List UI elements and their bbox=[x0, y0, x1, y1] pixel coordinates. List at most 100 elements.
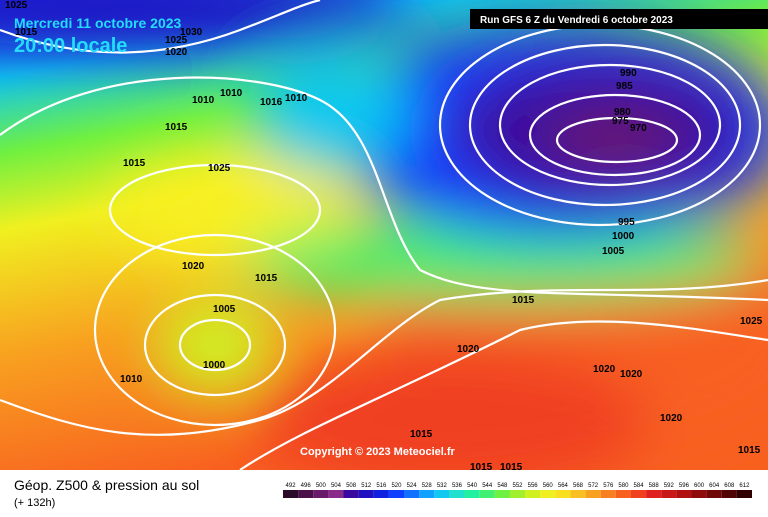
isobar-label: 1000 bbox=[612, 231, 635, 242]
scale-label: 548 bbox=[497, 483, 508, 489]
scale-swatch bbox=[615, 490, 631, 498]
isobar-label: 1010 bbox=[192, 95, 215, 106]
isobar-label: 1015 bbox=[123, 158, 146, 169]
scale-swatch bbox=[494, 490, 510, 498]
scale-swatch bbox=[404, 490, 420, 498]
isobar-label: 1000 bbox=[203, 360, 226, 371]
scale-swatch bbox=[721, 490, 737, 498]
isobar-label: 1010 bbox=[120, 374, 143, 385]
scale-swatch bbox=[661, 490, 677, 498]
isobar-label: 1025 bbox=[165, 35, 188, 46]
forecast-date: Mercredi 11 octobre 2023 bbox=[14, 15, 182, 31]
scale-label: 508 bbox=[346, 483, 357, 489]
scale-swatch bbox=[388, 490, 405, 498]
scale-label: 496 bbox=[301, 483, 312, 489]
forecast-time: 20:00 locale bbox=[14, 35, 127, 57]
scale-swatch bbox=[358, 490, 374, 498]
scale-swatch bbox=[646, 490, 662, 498]
isobar-label: 1020 bbox=[165, 47, 188, 58]
isobar-label: 1015 bbox=[15, 27, 38, 38]
map-field bbox=[0, 0, 768, 470]
scale-label: 612 bbox=[739, 483, 750, 489]
scale-swatch bbox=[449, 490, 465, 498]
isobar-label: 1020 bbox=[182, 261, 205, 272]
scale-label: 604 bbox=[709, 483, 720, 489]
isobar-label: 1020 bbox=[660, 413, 683, 424]
scale-label: 516 bbox=[376, 483, 387, 489]
copyright: Copyright © 2023 Meteociel.fr bbox=[300, 446, 456, 458]
scale-label: 592 bbox=[664, 483, 675, 489]
isobar-label: 1025 bbox=[740, 316, 763, 327]
isobar-label: 970 bbox=[630, 123, 647, 134]
isobar-label: 1020 bbox=[620, 369, 643, 380]
scale-label: 524 bbox=[407, 483, 418, 489]
scale-swatch bbox=[630, 490, 647, 498]
scale-label: 588 bbox=[649, 483, 660, 489]
scale-label: 492 bbox=[286, 483, 297, 489]
isobar-label: 1025 bbox=[5, 0, 28, 11]
isobar-label: 990 bbox=[620, 68, 637, 79]
isobar-label: 1025 bbox=[208, 163, 231, 174]
scale-swatch bbox=[570, 490, 586, 498]
isobar-label: 1015 bbox=[512, 295, 535, 306]
scale-label: 544 bbox=[482, 483, 493, 489]
scale-swatch bbox=[343, 490, 359, 498]
isobar-label: 1015 bbox=[738, 445, 761, 456]
scale-label: 568 bbox=[573, 483, 584, 489]
scale-swatch bbox=[509, 490, 526, 498]
scale-label: 584 bbox=[634, 483, 645, 489]
scale-swatch bbox=[525, 490, 541, 498]
scale-label: 540 bbox=[467, 483, 478, 489]
scale-label: 520 bbox=[391, 483, 402, 489]
isobar-label: 1005 bbox=[213, 304, 236, 315]
scale-swatch bbox=[283, 490, 299, 498]
scale-swatch bbox=[328, 490, 344, 498]
scale-label: 552 bbox=[512, 483, 523, 489]
scale-label: 608 bbox=[724, 483, 735, 489]
scale-label: 536 bbox=[452, 483, 463, 489]
scale-label: 580 bbox=[618, 483, 629, 489]
isobar-label: 1016 bbox=[260, 97, 283, 108]
scale-swatch bbox=[464, 490, 480, 498]
isobar-label: 995 bbox=[618, 217, 635, 228]
scale-label: 572 bbox=[588, 483, 599, 489]
isobar-label: 1015 bbox=[410, 429, 433, 440]
scale-swatch bbox=[540, 490, 556, 498]
scale-swatch bbox=[736, 490, 752, 498]
scale-label: 576 bbox=[603, 483, 614, 489]
isobar-label: 1015 bbox=[255, 273, 278, 284]
isobar-label: 1015 bbox=[470, 462, 493, 473]
scale-swatch bbox=[313, 490, 329, 498]
isobar-label: 985 bbox=[616, 81, 633, 92]
scale-label: 528 bbox=[422, 483, 433, 489]
scale-swatch bbox=[298, 490, 314, 498]
isobar-label: 1020 bbox=[457, 344, 480, 355]
scale-label: 556 bbox=[528, 483, 539, 489]
scale-label: 564 bbox=[558, 483, 569, 489]
scale-label: 504 bbox=[331, 483, 342, 489]
scale-label: 596 bbox=[679, 483, 690, 489]
scale-swatch bbox=[600, 490, 616, 498]
scale-label: 600 bbox=[694, 483, 705, 489]
scale-swatch bbox=[585, 490, 601, 498]
isobar-label: 975 bbox=[612, 116, 629, 127]
scale-swatch bbox=[373, 490, 389, 498]
isobar-label: 1030 bbox=[180, 27, 203, 38]
run-info: Run GFS 6 Z du Vendredi 6 octobre 2023 bbox=[480, 15, 673, 26]
scale-swatch bbox=[555, 490, 571, 498]
scale-swatch bbox=[479, 490, 495, 498]
scale-label: 560 bbox=[543, 483, 554, 489]
scale-swatch bbox=[691, 490, 707, 498]
scale-swatch bbox=[706, 490, 722, 498]
scale-label: 532 bbox=[437, 483, 448, 489]
isobar-label: 1015 bbox=[500, 462, 523, 473]
scale-swatch bbox=[434, 490, 450, 498]
scale-label: 500 bbox=[316, 483, 327, 489]
isobar-label: 1015 bbox=[165, 122, 188, 133]
run-box bbox=[470, 9, 768, 29]
isobar-label: 1010 bbox=[285, 93, 308, 104]
scale-swatch bbox=[419, 490, 435, 498]
legend-title: Géop. Z500 & pression au sol bbox=[14, 477, 199, 493]
